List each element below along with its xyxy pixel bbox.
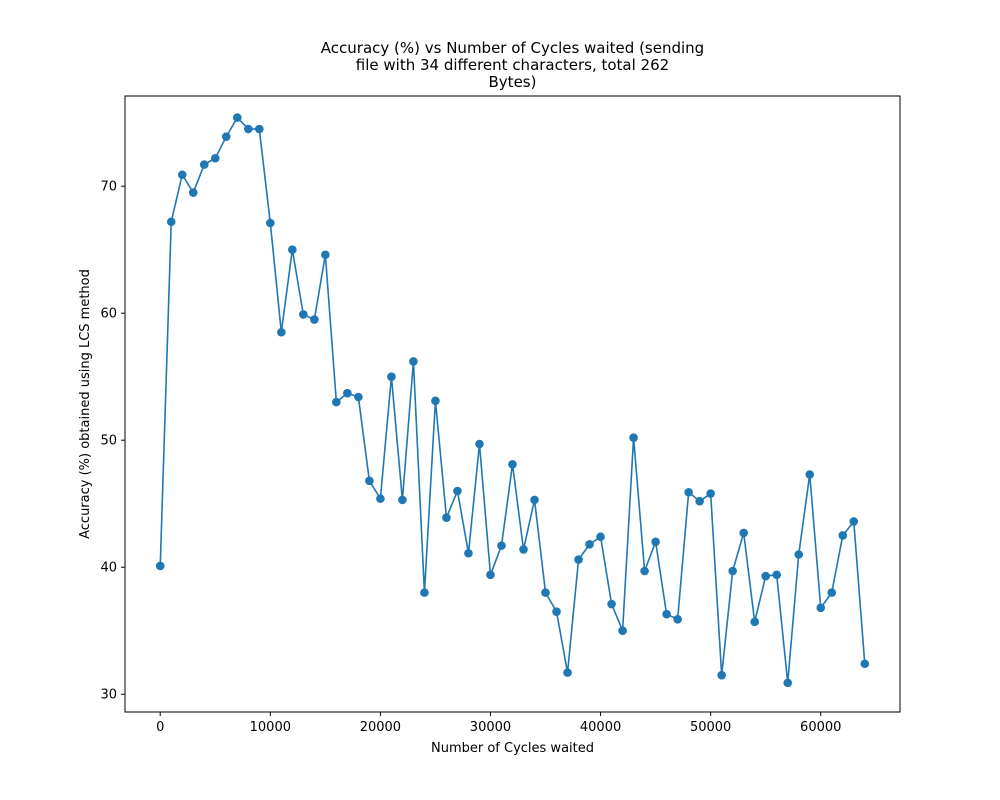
data-point [695,496,704,506]
data-point [794,550,804,559]
data-point [717,670,726,680]
chart-title-line-1: Accuracy (%) vs Number of Cycles waited … [321,39,704,57]
data-point [221,132,231,141]
x-tick-label: 20000 [360,720,401,735]
data-point [365,476,374,486]
data-point [398,495,407,505]
data-point [607,599,616,609]
x-tick-label: 50000 [690,720,731,735]
data-point [629,433,638,442]
y-tick-label: 30 [100,688,117,703]
data-point [640,566,649,576]
data-point [651,537,660,547]
data-point [761,571,770,581]
data-point [684,487,693,497]
data-point [662,609,671,619]
y-axis-label: Accuracy (%) obtained using LCS method [78,269,93,539]
data-point [508,460,517,469]
data-point [728,566,737,576]
y-tick-label: 70 [100,180,117,195]
data-point [596,532,605,542]
x-tick-label: 40000 [580,720,621,735]
data-point [530,495,539,505]
data-point [420,588,429,597]
series-line [159,116,866,684]
y-axis-ticks: 30 40 50 60 70 [100,180,125,703]
data-point [519,545,528,554]
data-point [288,245,297,254]
data-point [541,588,550,597]
series-layer [155,113,870,688]
data-point [354,392,363,402]
data-point [750,617,759,627]
data-point [155,561,165,571]
x-axis-ticks: 0 10000 20000 30000 40000 50000 60000 [156,712,841,735]
data-point [574,555,583,564]
chart-title: Accuracy (%) vs Number of Cycles waited … [321,39,704,91]
x-axis-label: Number of Cycles waited [431,741,594,756]
chart-title-line-3: Bytes) [489,73,537,91]
data-point [376,494,385,503]
data-point [244,124,253,134]
data-point [618,626,627,636]
data-point [199,160,209,169]
data-point [838,531,848,540]
data-point [321,250,330,260]
chart-title-line-2: file with 34 different characters, total… [356,56,669,74]
data-point [210,153,220,163]
data-point [387,372,396,381]
data-point [166,217,176,227]
x-tick-label: 30000 [470,720,511,735]
data-point [464,548,473,558]
x-tick-label: 60000 [800,720,841,735]
data-point [816,603,826,613]
data-point [343,388,352,398]
data-point [266,218,275,228]
data-point [177,170,187,180]
x-tick-label: 10000 [250,720,291,735]
data-point [431,396,440,406]
data-point [442,513,451,522]
data-point [827,588,837,597]
x-tick-label: 0 [156,720,164,735]
data-point [254,124,264,134]
data-point [277,327,286,337]
plot-area-frame [124,95,901,713]
data-point [409,357,418,366]
data-point [585,540,594,549]
y-tick-label: 40 [100,561,117,576]
data-point [310,315,319,324]
data-point [673,614,682,624]
data-point [772,570,781,580]
data-point [805,470,815,479]
data-point [332,397,341,407]
data-point [453,486,462,496]
data-point [739,528,748,538]
data-point [299,310,308,319]
y-tick-label: 60 [100,307,117,322]
data-point [706,489,715,498]
data-point [486,570,495,580]
data-point [552,607,561,616]
data-point [563,668,572,677]
data-point [860,659,870,669]
data-point [188,188,198,197]
data-point [475,439,484,449]
y-tick-label: 50 [100,434,117,449]
data-point [783,678,793,688]
data-point [497,541,506,550]
data-point [232,113,242,122]
data-point [849,517,859,526]
